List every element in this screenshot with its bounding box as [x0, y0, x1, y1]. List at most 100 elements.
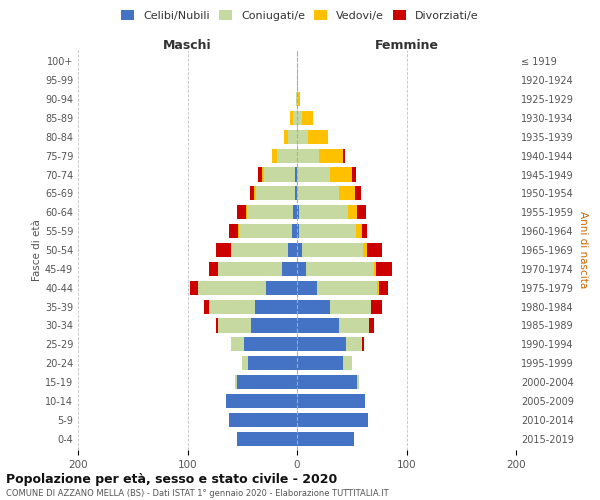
Bar [239, 224, 292, 238]
Bar [302, 243, 363, 257]
Bar [264, 168, 295, 181]
Bar [297, 262, 306, 276]
Bar [371, 300, 382, 314]
Bar [377, 280, 379, 295]
Bar [245, 205, 247, 220]
Text: Popolazione per età, sesso e stato civile - 2020: Popolazione per età, sesso e stato civil… [6, 472, 337, 486]
Bar [232, 338, 244, 351]
Bar [272, 148, 277, 162]
Bar [254, 186, 256, 200]
Bar [362, 243, 367, 257]
Bar [297, 130, 308, 144]
Bar [218, 262, 281, 276]
Bar [251, 318, 297, 332]
Bar [235, 375, 237, 389]
Bar [250, 186, 254, 200]
Bar [338, 318, 369, 332]
Bar [297, 375, 357, 389]
Bar [297, 394, 365, 408]
Bar [357, 375, 359, 389]
Bar [257, 168, 262, 181]
Bar [297, 92, 298, 106]
Bar [297, 356, 343, 370]
Bar [262, 168, 264, 181]
Bar [319, 148, 343, 162]
Bar [295, 186, 297, 200]
Bar [288, 130, 297, 144]
Bar [367, 243, 382, 257]
Bar [297, 243, 302, 257]
Bar [379, 280, 388, 295]
Bar [248, 356, 297, 370]
Bar [297, 338, 346, 351]
Y-axis label: Fasce di età: Fasce di età [32, 219, 42, 281]
Bar [298, 92, 300, 106]
Bar [362, 224, 367, 238]
Bar [237, 205, 245, 220]
Bar [190, 280, 199, 295]
Bar [297, 205, 299, 220]
Bar [369, 318, 374, 332]
Text: Femmine: Femmine [374, 39, 439, 52]
Bar [277, 148, 297, 162]
Bar [242, 356, 248, 370]
Bar [238, 224, 239, 238]
Bar [284, 130, 288, 144]
Y-axis label: Anni di nascita: Anni di nascita [578, 212, 587, 288]
Bar [297, 168, 330, 181]
Bar [266, 280, 297, 295]
Bar [293, 111, 297, 125]
Bar [244, 338, 297, 351]
Bar [346, 338, 362, 351]
Bar [306, 262, 374, 276]
Bar [237, 432, 297, 446]
Bar [218, 318, 251, 332]
Bar [297, 280, 317, 295]
Bar [297, 224, 299, 238]
Bar [297, 318, 338, 332]
Bar [288, 243, 297, 257]
Bar [256, 186, 295, 200]
Bar [356, 224, 362, 238]
Text: COMUNE DI AZZANO MELLA (BS) - Dati ISTAT 1° gennaio 2020 - Elaborazione TUTTITAL: COMUNE DI AZZANO MELLA (BS) - Dati ISTAT… [6, 489, 389, 498]
Bar [297, 412, 368, 427]
Bar [349, 205, 357, 220]
Bar [338, 186, 355, 200]
Bar [256, 300, 297, 314]
Bar [352, 168, 356, 181]
Bar [302, 111, 313, 125]
Legend: Celibi/Nubili, Coniugati/e, Vedovi/e, Divorziati/e: Celibi/Nubili, Coniugati/e, Vedovi/e, Di… [117, 6, 483, 25]
Bar [293, 205, 297, 220]
Bar [343, 148, 345, 162]
Bar [330, 300, 371, 314]
Bar [355, 186, 361, 200]
Bar [299, 224, 356, 238]
Bar [299, 205, 349, 220]
Bar [297, 111, 302, 125]
Bar [229, 412, 297, 427]
Bar [199, 280, 266, 295]
Bar [281, 262, 297, 276]
Bar [229, 224, 238, 238]
Bar [297, 148, 319, 162]
Bar [317, 280, 377, 295]
Bar [216, 318, 218, 332]
Bar [308, 130, 328, 144]
Bar [232, 243, 288, 257]
Bar [292, 224, 297, 238]
Bar [376, 262, 392, 276]
Bar [357, 205, 366, 220]
Bar [343, 356, 352, 370]
Bar [297, 73, 298, 88]
Bar [296, 92, 297, 106]
Bar [297, 432, 354, 446]
Bar [204, 300, 209, 314]
Bar [374, 262, 376, 276]
Bar [290, 111, 293, 125]
Bar [226, 394, 297, 408]
Bar [247, 205, 293, 220]
Bar [295, 168, 297, 181]
Bar [362, 338, 364, 351]
Bar [297, 186, 338, 200]
Bar [209, 300, 256, 314]
